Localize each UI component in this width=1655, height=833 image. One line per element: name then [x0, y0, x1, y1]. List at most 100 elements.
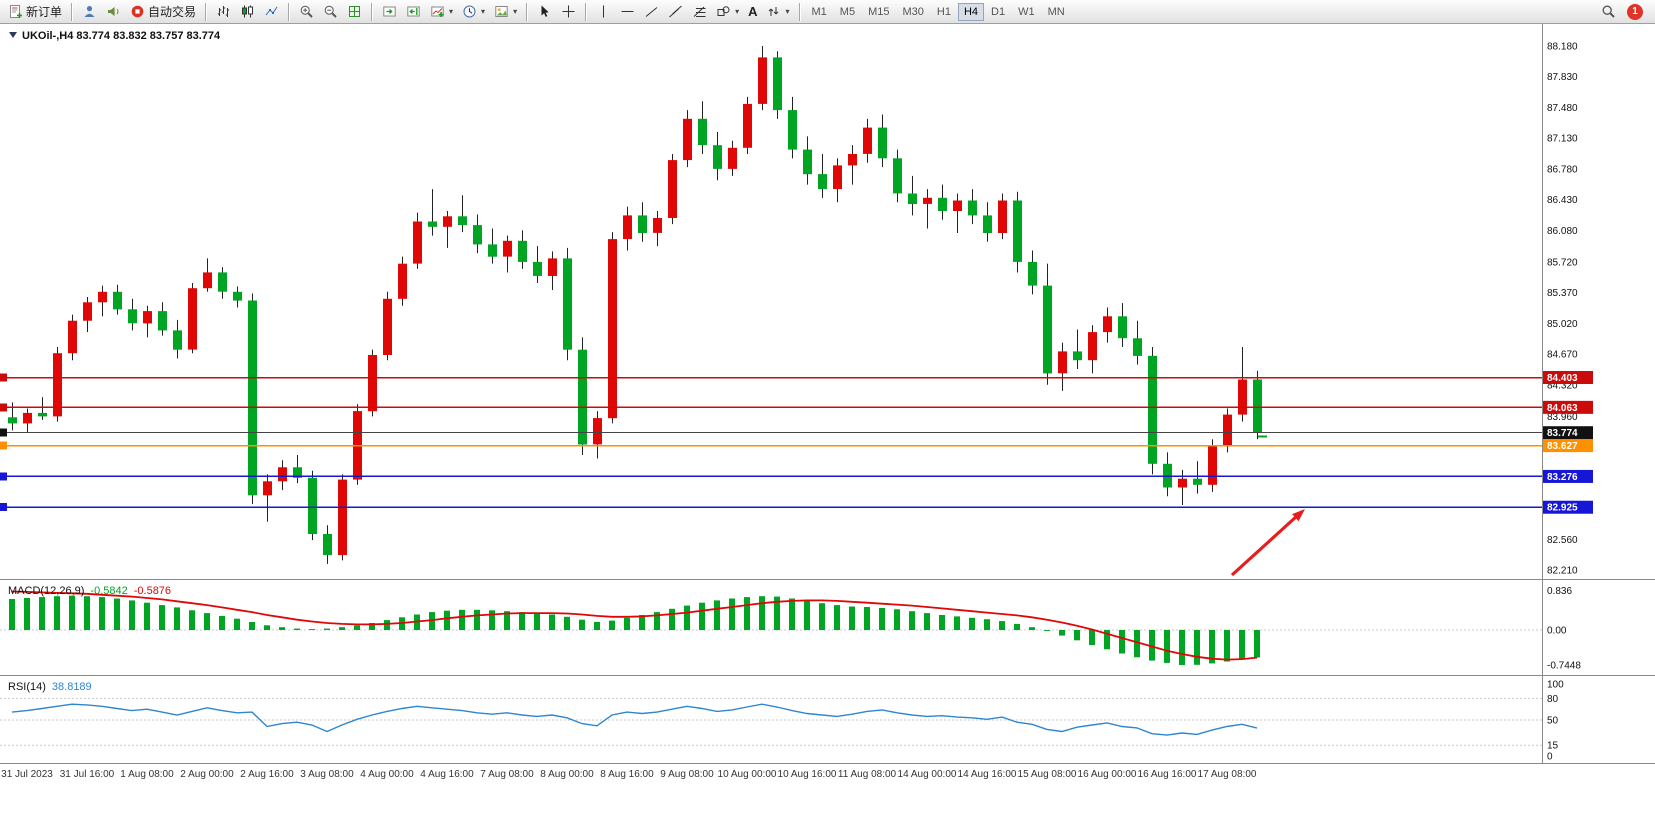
svg-text:17 Aug 08:00: 17 Aug 08:00 — [1198, 769, 1257, 780]
auto-trading-label: 自动交易 — [148, 5, 197, 19]
template-icon — [495, 6, 508, 17]
main-chart[interactable]: UKOil-,H4 83.774 83.832 83.757 83.774 88… — [0, 24, 1655, 580]
svg-text:82.560: 82.560 — [1547, 535, 1578, 546]
bar-chart-icon — [217, 6, 230, 17]
svg-text:15: 15 — [1547, 741, 1559, 752]
svg-text:2 Aug 16:00: 2 Aug 16:00 — [240, 769, 294, 780]
macd-panel[interactable]: MACD(12,26,9) -0.5842 -0.5876 0.836 0.00 -0.… — [0, 580, 1655, 676]
chevron-down-icon: ▾ — [513, 6, 518, 16]
timeframe-w1[interactable]: W1 — [1012, 3, 1041, 21]
timeframe-h4[interactable]: H4 — [957, 2, 984, 21]
broadcast-button[interactable] — [102, 1, 125, 22]
separator — [526, 2, 529, 21]
time-axis[interactable]: 31 Jul 2023 31 Jul 16:00 1 Aug 08:00 2 Aug … — [0, 764, 1655, 794]
new-chart-icon — [431, 6, 444, 17]
horizontal-line-icon — [621, 11, 634, 12]
rsi-panel[interactable]: RSI(14) 38.8189 100 80 50 150 — [0, 676, 1655, 764]
svg-text:4 Aug 16:00: 4 Aug 16:00 — [420, 769, 474, 780]
auto-trading-button[interactable]: 自动交易 — [126, 1, 200, 22]
zoom-out-button[interactable] — [319, 1, 342, 22]
auto-scroll-icon — [383, 6, 396, 17]
svg-text:84.403: 84.403 — [1547, 373, 1578, 384]
auto-trading-icon — [131, 5, 144, 18]
tile-windows-button[interactable] — [343, 1, 366, 22]
timeframe-h1[interactable]: H1 — [931, 3, 957, 21]
svg-text:31 Jul 2023: 31 Jul 2023 — [1, 769, 53, 780]
search-icon — [1602, 5, 1615, 18]
svg-text:84.063: 84.063 — [1547, 403, 1578, 414]
shapes-button[interactable]: ▾ — [712, 1, 743, 22]
horizontal-level-lines[interactable] — [0, 373, 1542, 512]
timeframe-d1[interactable]: D1 — [985, 3, 1011, 21]
crosshair-icon — [562, 5, 575, 18]
timeframe-m30[interactable]: M30 — [896, 3, 929, 21]
trend-arrow-annotation[interactable] — [1230, 509, 1305, 577]
candlestick-icon — [242, 5, 254, 18]
timeframe-m1[interactable]: M1 — [806, 3, 833, 21]
template-button[interactable]: ▾ — [490, 1, 521, 22]
trendline-button[interactable] — [640, 1, 663, 22]
notifications-badge[interactable]: 1 — [1627, 3, 1643, 20]
cursor-button[interactable] — [533, 1, 556, 22]
chart-shift-button[interactable] — [402, 1, 425, 22]
rsi-value: 38.8189 — [52, 681, 92, 693]
cursor-icon — [541, 5, 549, 17]
svg-text:84.670: 84.670 — [1547, 350, 1578, 361]
vertical-line-icon — [603, 5, 605, 18]
svg-text:0: 0 — [1547, 752, 1553, 763]
candlestick-chart-button[interactable] — [236, 1, 259, 22]
fibonacci-button[interactable] — [688, 1, 711, 22]
line-chart-icon — [265, 6, 278, 16]
svg-text:10 Aug 00:00: 10 Aug 00:00 — [718, 769, 777, 780]
text-button[interactable]: A — [744, 1, 761, 22]
rsi-axis: 100 80 50 150 — [0, 676, 1655, 764]
svg-text:86.080: 86.080 — [1547, 226, 1578, 237]
svg-text:82.210: 82.210 — [1547, 566, 1578, 577]
macd-axis: 0.836 0.00 -0.7448 — [0, 580, 1655, 676]
macd-label: MACD(12,26,9) — [8, 585, 84, 597]
period-button[interactable]: ▾ — [458, 1, 489, 22]
svg-text:2 Aug 00:00: 2 Aug 00:00 — [180, 769, 234, 780]
timeframe-m5[interactable]: M5 — [834, 3, 861, 21]
svg-text:83.960: 83.960 — [1547, 412, 1578, 423]
new-order-button[interactable]: 新订单 — [4, 1, 66, 22]
separator — [71, 2, 74, 21]
svg-text:11 Aug 08:00: 11 Aug 08:00 — [838, 769, 897, 780]
horizontal-line-button[interactable] — [616, 1, 639, 22]
svg-text:15 Aug 08:00: 15 Aug 08:00 — [1018, 769, 1077, 780]
auto-scroll-button[interactable] — [378, 1, 401, 22]
chevron-down-icon: ▾ — [481, 6, 486, 16]
separator — [585, 2, 588, 21]
macd-signal-value: -0.5876 — [134, 585, 171, 597]
svg-text:86.780: 86.780 — [1547, 164, 1578, 175]
shapes-icon — [717, 6, 730, 16]
chevron-down-icon: ▾ — [735, 6, 740, 16]
arrows-button[interactable]: ▾ — [762, 1, 793, 22]
community-button[interactable] — [78, 1, 101, 22]
svg-text:8 Aug 16:00: 8 Aug 16:00 — [600, 769, 654, 780]
svg-text:87.480: 87.480 — [1547, 103, 1578, 114]
search-button[interactable] — [1597, 1, 1620, 22]
fibonacci-icon — [693, 6, 706, 17]
person-icon — [84, 6, 95, 17]
svg-text:50: 50 — [1547, 716, 1559, 727]
separator — [288, 2, 291, 21]
svg-text:8 Aug 00:00: 8 Aug 00:00 — [540, 769, 594, 780]
svg-text:83.774: 83.774 — [1547, 428, 1578, 439]
crosshair-button[interactable] — [557, 1, 580, 22]
rsi-label-row: RSI(14) 38.8189 — [8, 681, 92, 693]
timeframe-mn[interactable]: MN — [1042, 3, 1071, 21]
megaphone-icon — [108, 7, 119, 16]
zoom-in-icon — [300, 5, 313, 18]
zoom-in-button[interactable] — [295, 1, 318, 22]
channel-button[interactable] — [664, 1, 687, 22]
bar-chart-button[interactable] — [212, 1, 235, 22]
svg-text:31 Jul 16:00: 31 Jul 16:00 — [60, 769, 115, 780]
line-chart-button[interactable] — [260, 1, 283, 22]
svg-text:16 Aug 00:00: 16 Aug 00:00 — [1078, 769, 1137, 780]
vertical-line-button[interactable] — [592, 1, 615, 22]
new-chart-button[interactable]: ▾ — [426, 1, 457, 22]
timeframe-m15[interactable]: M15 — [862, 3, 895, 21]
svg-text:87.130: 87.130 — [1547, 134, 1578, 145]
svg-text:82.925: 82.925 — [1547, 503, 1578, 514]
